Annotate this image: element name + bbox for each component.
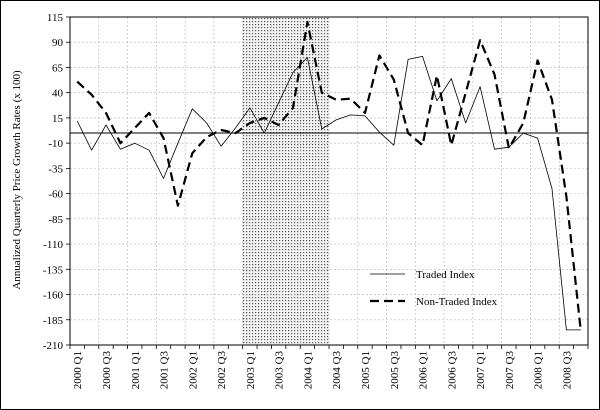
y-tick-label: 90 xyxy=(52,37,64,49)
y-tick-label: -135 xyxy=(43,264,64,276)
axes xyxy=(66,16,589,349)
legend: Traded Index Non-Traded Index xyxy=(370,269,498,308)
y-tick-label: -85 xyxy=(48,214,63,226)
y-tick-label: 65 xyxy=(52,62,64,74)
y-tick-label: 15 xyxy=(52,113,64,125)
y-tick-label: -110 xyxy=(43,239,63,251)
x-tick-label: 2003 Q1 xyxy=(245,351,257,389)
x-tick-label: 2004 Q3 xyxy=(331,351,343,390)
legend-label-traded: Traded Index xyxy=(416,269,475,281)
x-tick-label: 2000 Q1 xyxy=(72,351,84,389)
x-tick-label: 2001 Q1 xyxy=(130,351,142,389)
x-tick-label: 2002 Q3 xyxy=(216,351,228,390)
x-tick-label: 2004 Q1 xyxy=(302,351,314,389)
y-tick-label: -185 xyxy=(43,315,64,327)
y-tick-label: -210 xyxy=(43,340,64,352)
x-tick-label: 2002 Q1 xyxy=(187,351,199,389)
x-tick-label: 2005 Q1 xyxy=(360,351,372,389)
shaded-period xyxy=(242,17,329,345)
y-tick-label: -160 xyxy=(43,290,64,302)
x-tick-label: 2007 Q1 xyxy=(475,351,487,389)
x-tick-label: 2001 Q3 xyxy=(159,351,171,390)
x-tick-label: 2003 Q3 xyxy=(274,351,286,390)
x-tick-label: 2005 Q3 xyxy=(389,351,401,390)
x-tick-label: 2006 Q3 xyxy=(446,351,458,390)
x-tick-label: 2006 Q1 xyxy=(418,351,430,389)
x-tick-label: 2008 Q3 xyxy=(561,351,573,390)
y-tick-label: -60 xyxy=(48,189,63,201)
series-lines xyxy=(76,20,582,332)
y-axis-title: Annualized Quarterly Price Growth Rates … xyxy=(11,70,23,290)
shaded-rect xyxy=(242,17,329,345)
legend-label-non-traded: Non-Traded Index xyxy=(416,296,498,308)
y-tick-label: 40 xyxy=(52,88,64,100)
x-tick-label: 2008 Q1 xyxy=(533,351,545,389)
x-tick-label: 2007 Q3 xyxy=(504,351,516,390)
x-tick-label: 2000 Q3 xyxy=(101,351,113,390)
series-line-traded xyxy=(76,56,581,331)
y-tick-label: 115 xyxy=(47,12,64,24)
series-line-non-traded xyxy=(76,20,582,332)
y-tick-label: -35 xyxy=(48,163,63,175)
tick-labels: 115 90 65 40 15 -10 -35 -60 -85 -110 -135 -160 -185 -… xyxy=(43,12,574,389)
y-tick-label: -10 xyxy=(48,138,63,150)
